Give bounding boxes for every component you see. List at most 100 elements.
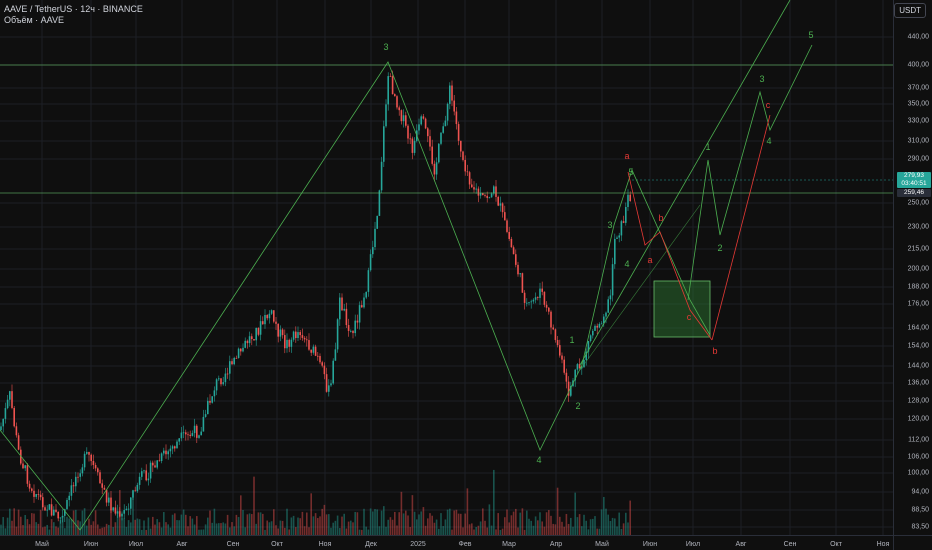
candle <box>295 331 297 339</box>
volume-indicator-title[interactable]: Объём · AAVE <box>4 15 65 25</box>
candle <box>605 312 607 317</box>
volume-bar <box>438 528 440 536</box>
volume-bar <box>301 511 304 536</box>
candle <box>347 325 350 331</box>
candle <box>402 115 405 122</box>
price-tick: 144,00 <box>907 362 929 370</box>
candle <box>319 356 321 363</box>
volume-bar <box>46 524 48 536</box>
wave-label-c: c <box>687 312 692 322</box>
candle <box>163 450 165 454</box>
wave-label-b: b <box>712 346 717 356</box>
candle <box>576 364 579 370</box>
target-zone-box <box>653 280 711 338</box>
volume-bar <box>528 518 530 536</box>
volume-bar <box>101 527 103 536</box>
candle <box>253 339 255 341</box>
candle <box>625 206 627 223</box>
candle <box>473 187 475 190</box>
candle <box>462 151 464 160</box>
volume-bar <box>356 512 359 536</box>
candle <box>537 297 539 298</box>
price-tick: 176,00 <box>907 300 929 308</box>
candle <box>484 195 486 196</box>
volume-bar <box>339 528 341 536</box>
candle <box>539 288 541 298</box>
price-tick: 215,00 <box>907 245 929 253</box>
candle <box>587 341 590 352</box>
candle <box>193 425 196 434</box>
volume-bar <box>156 519 158 536</box>
candle <box>455 111 458 125</box>
volume-bar <box>407 515 409 536</box>
volume-bar <box>592 518 594 536</box>
candle <box>211 396 213 403</box>
candle <box>389 76 392 77</box>
volume-bar <box>570 517 572 536</box>
candle <box>292 331 295 340</box>
volume-bar <box>600 509 603 536</box>
candle <box>451 85 453 101</box>
volume-bar <box>596 528 598 536</box>
candle <box>37 494 40 495</box>
volume-bar <box>539 512 541 536</box>
volume-bar <box>391 519 394 536</box>
candle <box>438 143 440 163</box>
candle <box>400 110 403 122</box>
candle <box>229 361 231 374</box>
volume-bar <box>9 508 11 536</box>
candle <box>363 297 365 308</box>
volume-bar <box>303 526 306 536</box>
candle <box>341 297 343 311</box>
volume-bar <box>352 522 354 536</box>
volume-bar <box>508 522 510 536</box>
currency-button[interactable]: USDT <box>894 3 926 18</box>
volume-bar <box>196 516 198 536</box>
volume-bar <box>427 518 429 536</box>
volume-bar <box>226 514 229 536</box>
volume-bar <box>453 510 455 536</box>
candle <box>59 517 62 519</box>
volume-bar <box>444 519 447 536</box>
volume-bar <box>149 528 152 536</box>
wave-label-5: 5 <box>808 30 813 40</box>
candle <box>9 391 11 400</box>
volume-bar <box>244 527 246 536</box>
candle <box>189 434 191 436</box>
candle <box>255 327 257 341</box>
candle <box>334 349 337 361</box>
candle <box>97 468 99 473</box>
candle <box>422 116 425 119</box>
candle <box>460 140 462 152</box>
candle <box>407 125 409 139</box>
volume-bar <box>409 527 411 536</box>
volume-bar <box>136 518 139 536</box>
candle <box>594 325 596 331</box>
candle <box>125 508 128 511</box>
symbol-title[interactable]: AAVE / TetherUS · 12ч · BINANCE <box>4 4 143 14</box>
candle <box>506 220 508 232</box>
chart-pane[interactable]: 3 4 1 2 3 4 5 a a b c b 1 2 3 4 5 c <box>0 0 894 536</box>
volume-bar <box>257 512 260 536</box>
volume-bar <box>416 519 418 536</box>
level-price-tag: 259,46 <box>897 189 931 197</box>
candle <box>387 76 389 105</box>
candle <box>288 339 290 347</box>
volume-bar <box>200 529 202 536</box>
volume-bar <box>251 514 253 536</box>
volume-bar <box>424 525 427 536</box>
price-scale[interactable]: USDT 440,00 400,00 370,00 350,00 330,00 310,0… <box>893 0 932 536</box>
volume-bar <box>105 523 108 536</box>
time-scale[interactable]: Май Июн Июл Авг Сен Окт Ноя Дек 2025 Фев Мар Апр Май… <box>0 535 894 550</box>
candle <box>464 159 466 172</box>
candle <box>103 487 106 490</box>
time-tick: Мар <box>502 541 516 548</box>
candle <box>570 386 572 396</box>
candle <box>332 360 334 384</box>
candlesticks <box>0 70 631 524</box>
candle <box>405 115 407 126</box>
volume-bar <box>17 509 20 536</box>
channel-upper <box>579 0 791 366</box>
volume-bar <box>121 517 123 536</box>
